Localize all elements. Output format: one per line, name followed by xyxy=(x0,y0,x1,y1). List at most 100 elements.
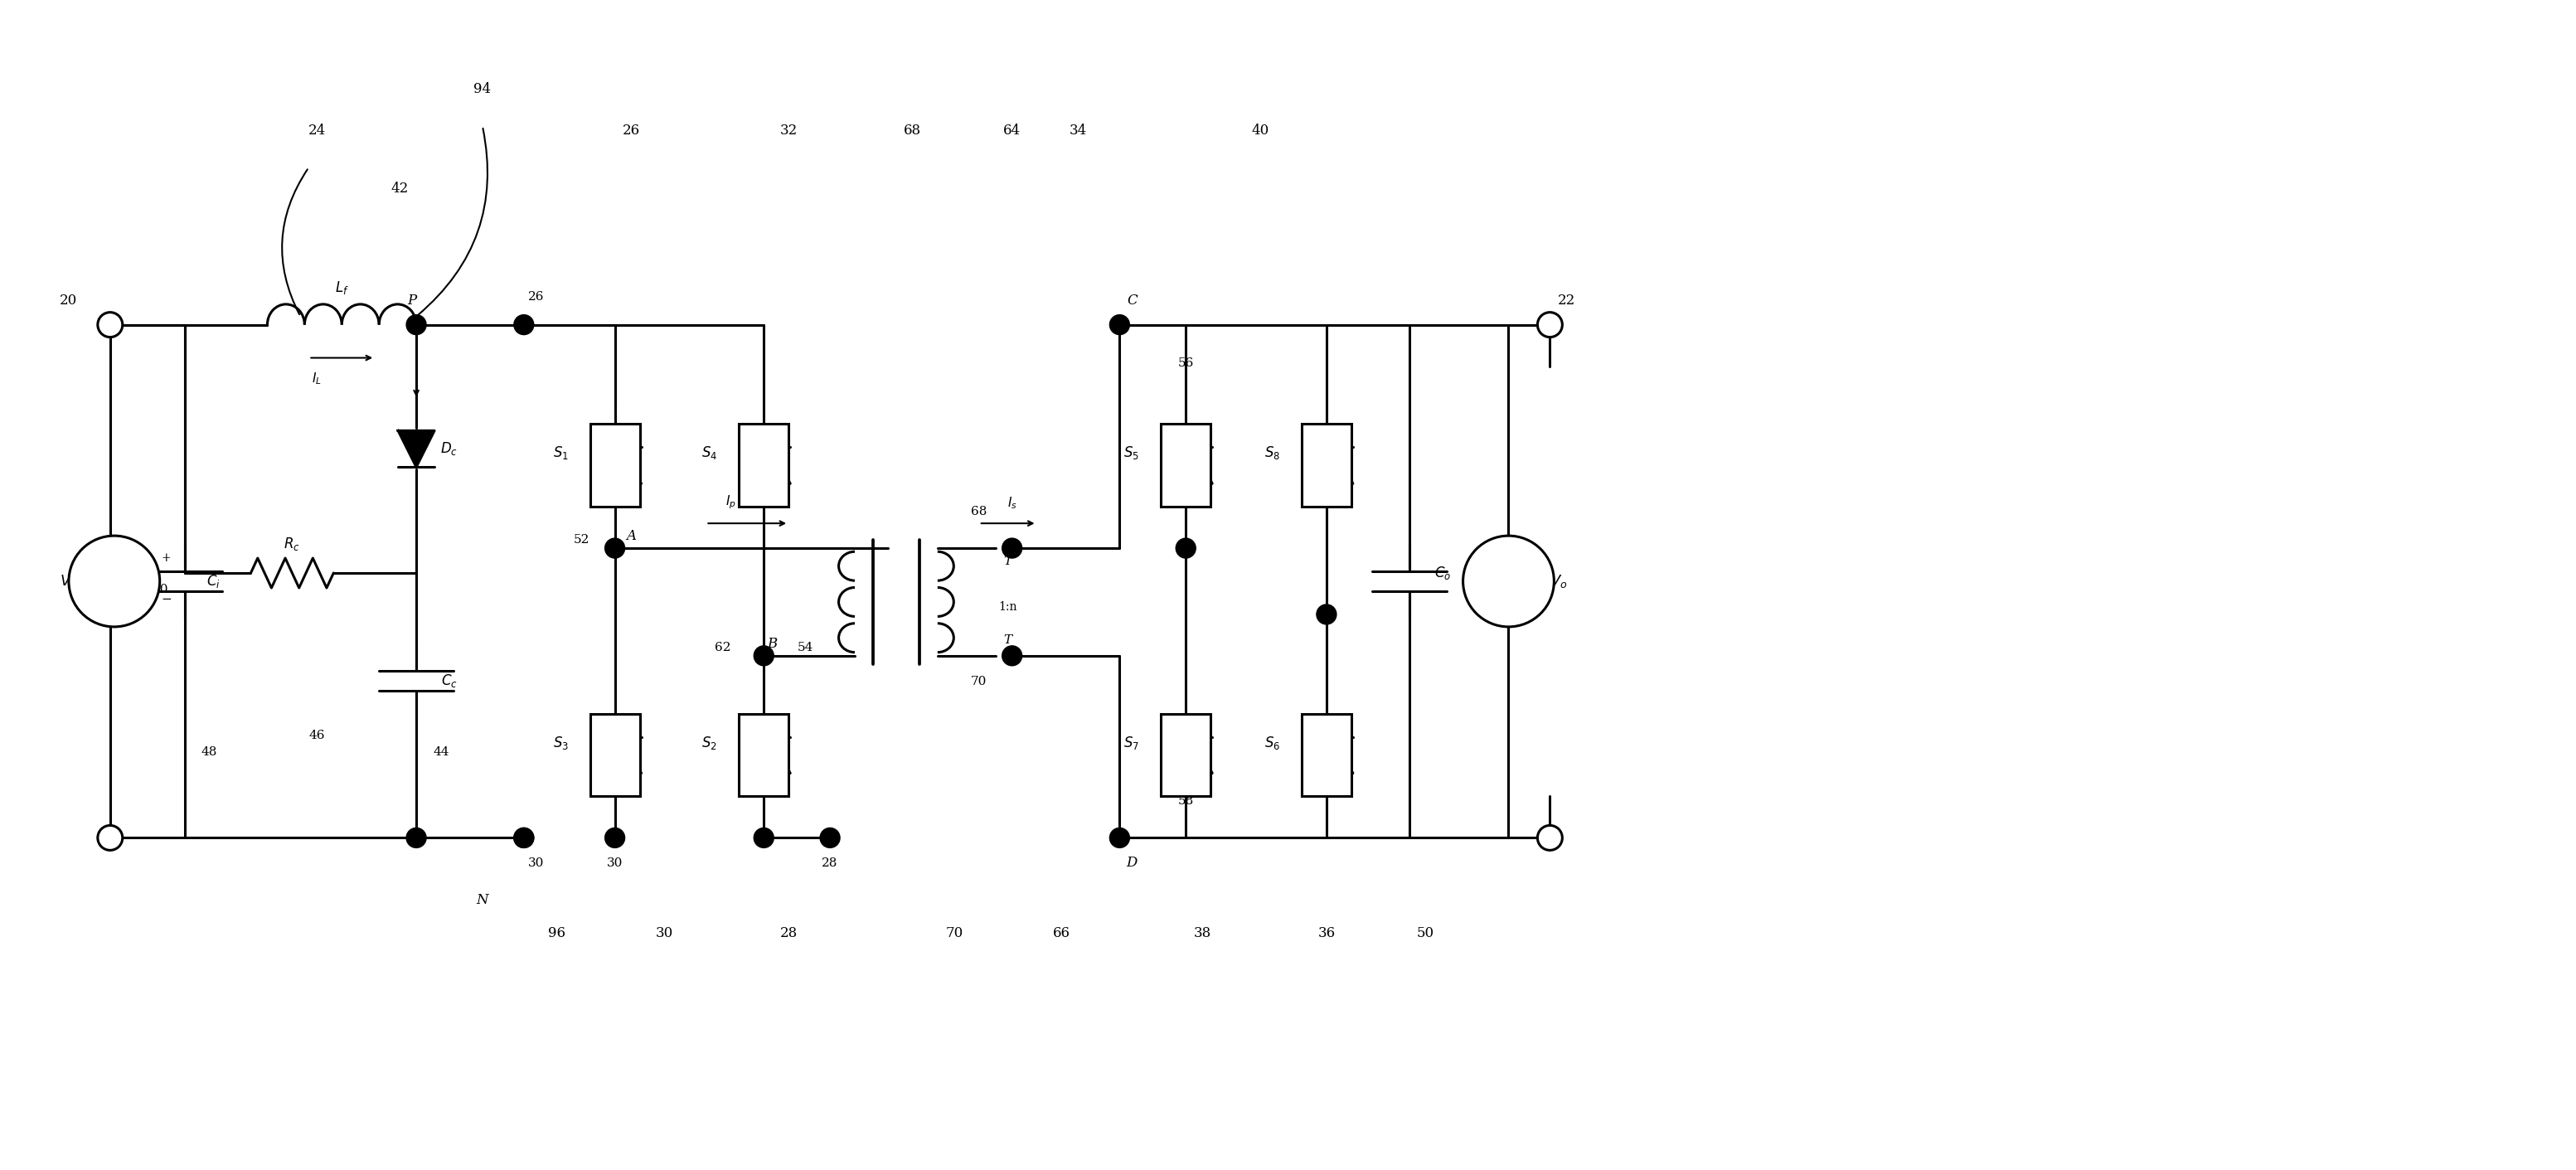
Text: 34: 34 xyxy=(1069,124,1087,138)
Polygon shape xyxy=(399,431,435,467)
Polygon shape xyxy=(1175,737,1213,773)
Text: $S_5$: $S_5$ xyxy=(1123,445,1139,461)
Text: $V_o$: $V_o$ xyxy=(1548,573,1566,590)
Circle shape xyxy=(1538,825,1561,851)
Circle shape xyxy=(1463,536,1553,627)
Text: $L_f$: $L_f$ xyxy=(335,280,348,296)
Circle shape xyxy=(1110,315,1128,335)
Text: 30: 30 xyxy=(608,858,623,869)
Bar xyxy=(1301,714,1352,797)
Circle shape xyxy=(755,828,773,848)
Text: −: − xyxy=(1502,594,1515,610)
Text: 60: 60 xyxy=(152,584,167,596)
Polygon shape xyxy=(1316,737,1352,773)
Text: $C_o$: $C_o$ xyxy=(1435,565,1450,581)
Polygon shape xyxy=(1316,447,1352,483)
Text: $S_2$: $S_2$ xyxy=(701,735,716,751)
Text: 52: 52 xyxy=(574,534,590,545)
Text: 1:n: 1:n xyxy=(999,601,1018,613)
Text: 22: 22 xyxy=(1558,294,1577,308)
Text: 20: 20 xyxy=(59,294,77,308)
Text: 38: 38 xyxy=(1193,927,1211,941)
Bar xyxy=(739,714,788,797)
Circle shape xyxy=(755,646,773,666)
Text: −: − xyxy=(162,593,173,605)
Circle shape xyxy=(98,312,124,337)
Polygon shape xyxy=(755,447,791,483)
Circle shape xyxy=(1110,828,1128,848)
Text: 68: 68 xyxy=(971,505,987,517)
Bar xyxy=(739,424,788,507)
Text: 30: 30 xyxy=(657,927,672,941)
Bar xyxy=(1301,424,1352,507)
Circle shape xyxy=(513,315,533,335)
Text: 26: 26 xyxy=(623,124,641,138)
Bar xyxy=(1162,714,1211,797)
Text: P: P xyxy=(407,294,417,308)
Text: $I_s$: $I_s$ xyxy=(1007,495,1018,510)
Text: B: B xyxy=(768,636,778,651)
Circle shape xyxy=(407,828,425,848)
Circle shape xyxy=(1538,312,1561,337)
Text: +: + xyxy=(162,552,170,564)
Text: $S_3$: $S_3$ xyxy=(554,735,569,751)
Circle shape xyxy=(407,315,425,335)
Text: 94: 94 xyxy=(474,82,492,96)
Circle shape xyxy=(1316,605,1337,625)
Text: 48: 48 xyxy=(201,746,216,757)
Text: $S_1$: $S_1$ xyxy=(554,445,569,461)
Text: $R_c$: $R_c$ xyxy=(283,536,301,552)
Circle shape xyxy=(98,825,124,851)
Text: $S_8$: $S_8$ xyxy=(1265,445,1280,461)
Bar xyxy=(590,424,639,507)
Text: 28: 28 xyxy=(781,927,799,941)
Text: $S_4$: $S_4$ xyxy=(701,445,719,461)
Text: 42: 42 xyxy=(392,181,410,195)
Text: 66: 66 xyxy=(1054,927,1072,941)
Text: $I_p$: $I_p$ xyxy=(726,494,737,511)
Text: $C_i$: $C_i$ xyxy=(206,573,222,590)
Text: 36: 36 xyxy=(1319,927,1334,941)
Text: $S_7$: $S_7$ xyxy=(1123,735,1139,751)
Text: $S_6$: $S_6$ xyxy=(1265,735,1280,751)
Text: A: A xyxy=(626,529,636,543)
Circle shape xyxy=(605,828,626,848)
Text: 32: 32 xyxy=(781,124,799,138)
Circle shape xyxy=(1175,538,1195,558)
Text: N: N xyxy=(477,893,489,908)
Circle shape xyxy=(513,828,533,848)
Polygon shape xyxy=(1175,447,1213,483)
Circle shape xyxy=(605,538,626,558)
Text: 96: 96 xyxy=(549,927,567,941)
Text: +: + xyxy=(108,552,118,564)
Text: 54: 54 xyxy=(796,641,814,653)
Circle shape xyxy=(1002,538,1023,558)
Text: 70: 70 xyxy=(971,675,987,687)
Circle shape xyxy=(70,536,160,627)
Text: C: C xyxy=(1126,294,1139,308)
Polygon shape xyxy=(755,737,791,773)
Text: 62: 62 xyxy=(714,641,732,653)
Text: 24: 24 xyxy=(309,124,325,138)
Text: 58: 58 xyxy=(1177,796,1193,807)
Polygon shape xyxy=(605,737,641,773)
Text: T: T xyxy=(1005,556,1012,567)
Text: 50: 50 xyxy=(1417,927,1435,941)
Text: 28: 28 xyxy=(822,858,837,869)
Circle shape xyxy=(513,828,533,848)
Text: D: D xyxy=(1126,856,1139,870)
Text: 56: 56 xyxy=(1177,357,1193,369)
Polygon shape xyxy=(605,447,641,483)
Text: 26: 26 xyxy=(528,291,544,302)
Text: 44: 44 xyxy=(433,746,448,757)
Text: −: − xyxy=(108,594,121,610)
Text: $V_b$: $V_b$ xyxy=(59,573,77,590)
Text: 68: 68 xyxy=(904,124,922,138)
Bar xyxy=(1162,424,1211,507)
Text: T: T xyxy=(1005,634,1012,646)
Text: 70: 70 xyxy=(945,927,963,941)
Text: 64: 64 xyxy=(1002,124,1020,138)
Text: $I_L$: $I_L$ xyxy=(312,371,322,386)
Circle shape xyxy=(1002,646,1023,666)
Text: $C_c$: $C_c$ xyxy=(440,673,459,689)
